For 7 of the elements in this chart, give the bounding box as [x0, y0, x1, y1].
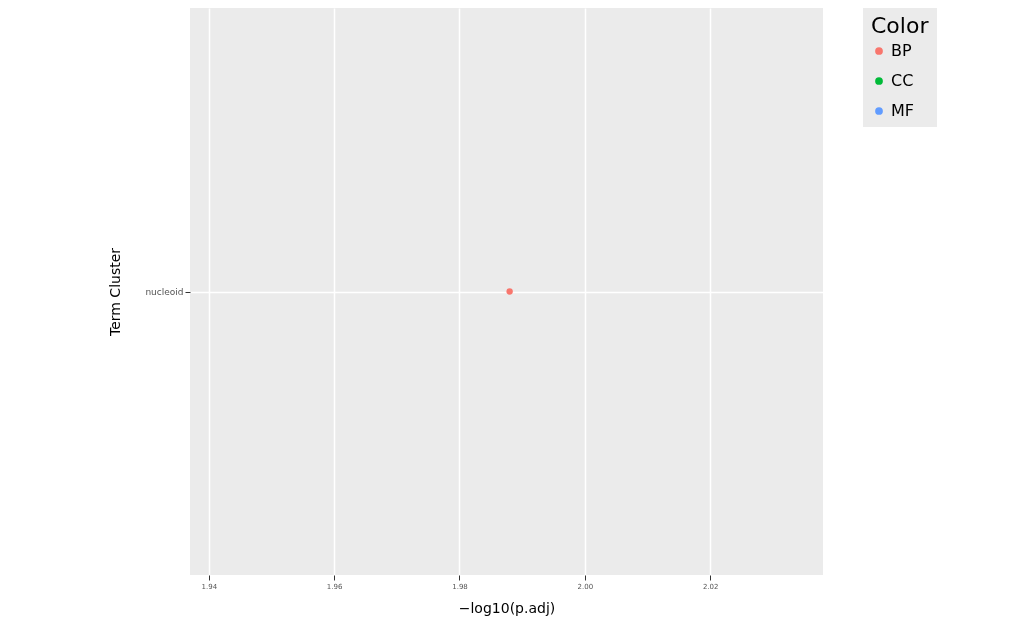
legend-label: BP: [891, 41, 912, 60]
x-axis-title: −log10(p.adj): [458, 599, 556, 616]
legend-title: Color: [871, 13, 930, 38]
y-axis-title: Term Cluster: [107, 247, 124, 338]
legend-label: MF: [891, 101, 915, 120]
legend-label: CC: [891, 71, 914, 90]
y-tick-label: nucleoid: [145, 287, 184, 297]
